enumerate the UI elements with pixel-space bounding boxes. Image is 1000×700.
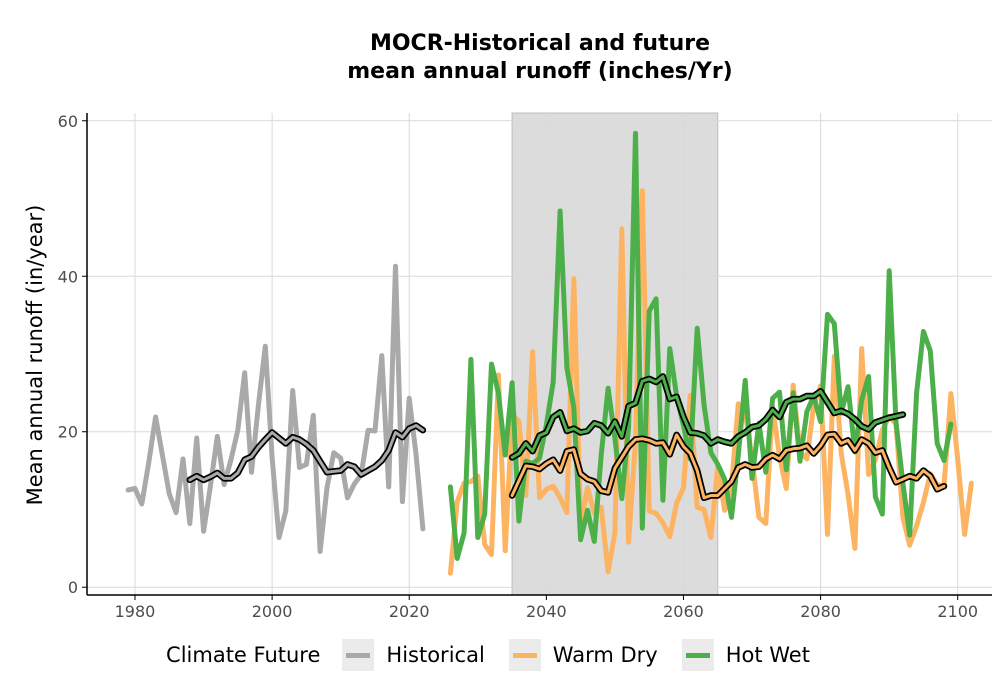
- legend-label-hot-wet: Hot Wet: [725, 643, 810, 667]
- y-tick-label: 0: [68, 578, 78, 597]
- y-tick-label: 60: [58, 112, 78, 131]
- legend-key-hot-wet: [681, 639, 714, 671]
- legend-key-warm-dry: [508, 639, 541, 671]
- x-tick-label: 2020: [389, 602, 430, 621]
- legend-key-historical: [342, 639, 375, 671]
- chart-title: MOCR-Historical and future mean annual r…: [140, 30, 940, 86]
- smoothed-line-hot-wet: [510, 375, 905, 459]
- chart-title-line-2: mean annual runoff (inches/Yr): [347, 59, 733, 84]
- x-tick-label: 2000: [252, 602, 293, 621]
- legend-item-warm-dry: Warm Dry: [508, 639, 658, 671]
- y-tick-label: 40: [58, 267, 78, 286]
- legend-item-hot-wet: Hot Wet: [681, 639, 810, 671]
- series-line-hot-wet: [447, 130, 954, 561]
- x-tick-label: 1980: [115, 602, 156, 621]
- legend-item-historical: Historical: [342, 639, 485, 671]
- y-tick-label: 20: [58, 423, 78, 442]
- x-tick-label: 2040: [526, 602, 567, 621]
- series-line-historical: [125, 263, 426, 554]
- legend-title: Climate Future: [166, 643, 321, 667]
- legend-label-warm-dry: Warm Dry: [552, 643, 658, 667]
- legend-label-historical: Historical: [386, 643, 485, 667]
- smoothed-line-historical: [188, 424, 425, 482]
- smoothed-line-warm-dry: [510, 432, 946, 500]
- x-tick-label: 2100: [937, 602, 978, 621]
- x-tick-label: 2060: [663, 602, 704, 621]
- x-tick-label: 2080: [800, 602, 841, 621]
- chart-title-line-1: MOCR-Historical and future: [369, 31, 711, 56]
- legend: Climate Future Historical Warm Dry Hot W…: [0, 638, 1000, 672]
